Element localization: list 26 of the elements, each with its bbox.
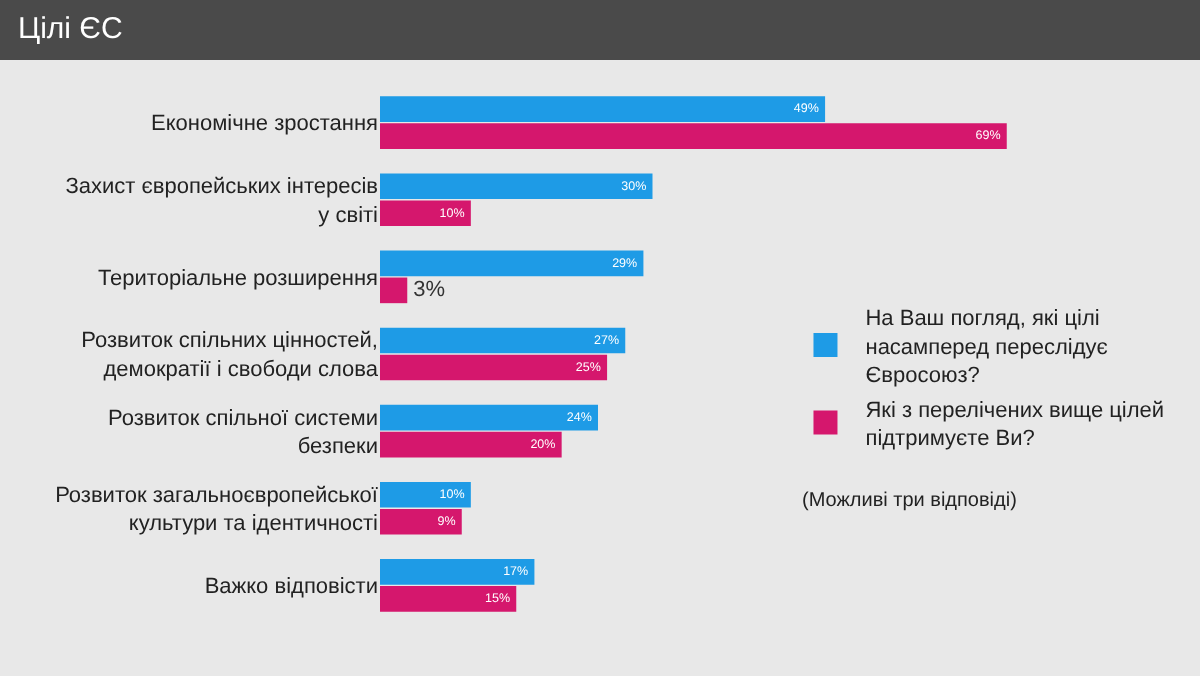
text: Цілі ЄС [18, 11, 123, 46]
y-tick-label: Розвиток спільної системи безпеки [107, 406, 378, 460]
bar [380, 481, 471, 508]
y-tick-label: Захист європейських інтересів у світі [65, 175, 379, 228]
bar [380, 96, 826, 122]
y-tick-label: Економічне зростання [151, 112, 379, 137]
bar [380, 431, 562, 458]
bar [380, 559, 535, 585]
bar [380, 277, 408, 304]
legend-label: На Ваш погляд, які цілі насамперед переслідує Євросоюз? [865, 307, 1109, 389]
y-tick-label: Розвиток загальноєвропейської культури та ідентичності [55, 483, 378, 537]
y-tick-label: Розвиток спільних цінностей, демократії і свободи слова [81, 329, 380, 382]
bar [380, 173, 653, 200]
bar [380, 404, 598, 431]
bar [380, 200, 471, 227]
bar [380, 327, 626, 354]
annotation: (Можливі три відповіді) [802, 490, 1017, 512]
bar [380, 586, 517, 612]
y-tick-label: Територіальне розширення [97, 266, 379, 291]
bar [380, 354, 608, 381]
bar [380, 123, 1007, 149]
y-tick-label: Важко відповісти [204, 575, 378, 600]
bar [380, 250, 644, 277]
data-label: 3% [413, 278, 446, 303]
bar [380, 508, 462, 535]
legend-label: Які з перелічених вище цілей підтримуєте Ви? [865, 398, 1165, 452]
